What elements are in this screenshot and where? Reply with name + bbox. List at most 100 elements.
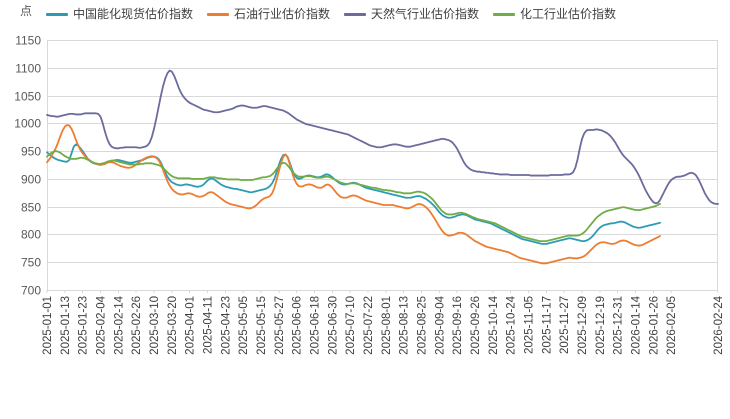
y-axis-tick-label: 900: [21, 173, 41, 187]
x-axis-tick-group: 2026-01-14: [631, 295, 643, 354]
x-axis-tick-group: 2025-02-26: [131, 296, 143, 355]
x-axis-tick-label: 2025-04-23: [220, 296, 232, 355]
x-axis-tick-label: 2025-06-30: [327, 296, 339, 355]
x-axis-tick-label: 2025-11-05: [524, 296, 536, 354]
y-axis-tick-label: 1050: [14, 90, 41, 104]
x-axis-tick-label: 2025-05-15: [256, 296, 268, 355]
x-axis-tick-label: 2025-10-14: [488, 295, 500, 354]
x-axis-tick-group: 2025-07-10: [345, 296, 357, 355]
legend-item-1[interactable]: 中国能化现货估价指数: [46, 7, 193, 21]
y-axis-unit-label: 点: [20, 4, 33, 18]
x-axis-tick-group: 2025-08-01: [381, 296, 393, 355]
legend-line-swatch-icon: [344, 12, 367, 16]
x-axis-tick-label: 2025-01-23: [78, 296, 90, 355]
y-axis-tick-label: 1000: [14, 117, 41, 131]
y-axis-tick-label: 1100: [15, 62, 41, 76]
chart-legend: 中国能化现货估价指数 石油行业估价指数 天然气行业估价指数 化工行业估价指数: [46, 4, 616, 24]
x-axis-tick-label: 2025-06-18: [310, 296, 322, 355]
y-axis-tick-label: 800: [21, 228, 41, 242]
x-axis-tick-label: 2025-07-22: [363, 296, 375, 355]
x-axis-tick-label: 2025-08-01: [381, 296, 393, 355]
x-axis-tick-label: 2025-12-31: [613, 296, 625, 355]
x-axis-tick-label: 2025-07-10: [345, 296, 357, 355]
x-axis-tick-group: 2026-02-05: [666, 296, 678, 355]
x-axis-tick-group: 2025-12-31: [613, 296, 625, 355]
x-axis-tick-group: 2025-11-17: [541, 296, 553, 354]
x-axis-tick-label: 2025-02-26: [131, 296, 143, 355]
x-axis-tick-group: 2025-01-01: [42, 296, 54, 355]
x-axis-tick-label: 2025-05-05: [238, 296, 250, 355]
legend-item-label: 化工行业估价指数: [520, 7, 617, 21]
x-axis-tick-group: 2025-10-24: [506, 295, 518, 354]
legend-line-swatch-icon: [207, 12, 230, 16]
x-axis-tick-label: 2026-01-14: [631, 295, 643, 354]
x-axis-tick-label: 2025-09-04: [434, 295, 446, 354]
series-line-3: [46, 69, 719, 205]
legend-line-swatch-icon: [46, 12, 68, 16]
x-axis-tick-group: 2025-09-16: [452, 296, 464, 355]
x-axis-tick-label: 2025-04-11: [203, 296, 215, 354]
y-axis-tick-label: 850: [21, 201, 41, 215]
x-axis-tick-group: 2025-08-13: [399, 296, 411, 355]
x-axis-tick-label: 2025-04-01: [185, 296, 197, 355]
x-axis-tick-group: 2025-05-05: [238, 296, 250, 355]
legend-line-swatch-icon: [493, 12, 516, 16]
x-axis-tick-label: 2025-06-06: [292, 296, 304, 355]
x-axis-tick-group: 2025-05-15: [256, 296, 268, 355]
x-axis-tick-group: 2025-01-13: [60, 296, 72, 355]
x-axis-tick-group: 2025-03-10: [149, 296, 161, 355]
x-axis-tick-label: 2025-11-27: [559, 296, 571, 354]
series-line-1: [46, 143, 661, 245]
x-axis-tick-label: 2025-05-27: [274, 296, 286, 355]
legend-item-label: 天然气行业估价指数: [371, 7, 480, 21]
legend-item-3[interactable]: 天然气行业估价指数: [344, 7, 479, 21]
x-axis-tick-label: 2026-01-26: [648, 296, 660, 355]
x-axis-tick-group: 2025-10-14: [488, 295, 500, 354]
x-axis-tick-label: 2025-11-17: [541, 296, 553, 354]
x-axis-tick-group: 2025-08-25: [417, 296, 429, 355]
x-axis-tick-group: 2025-06-18: [310, 296, 322, 355]
legend-item-label: 石油行业估价指数: [234, 7, 331, 21]
y-axis-tick-label: 700: [21, 284, 41, 298]
x-axis-tick-label: 2025-09-26: [470, 296, 482, 355]
x-axis-tick-label: 2026-02-05: [666, 296, 678, 355]
x-axis-tick-group: 2025-12-09: [577, 296, 589, 355]
x-axis-tick-group: 2025-03-20: [167, 296, 179, 355]
x-axis-tick-label: 2025-08-25: [417, 296, 429, 355]
x-axis-tick-group: 2025-02-14: [113, 295, 125, 354]
x-axis-tick-group: 2025-01-23: [78, 296, 90, 355]
x-axis-tick-label: 2025-12-19: [595, 296, 607, 355]
x-axis-tick-group: 2025-06-30: [327, 296, 339, 355]
x-axis-tick-label: 2025-02-04: [96, 295, 108, 354]
x-axis-tick-label: 2025-02-14: [113, 295, 125, 354]
x-axis-tick-group: 2025-09-04: [434, 295, 446, 354]
x-axis-tick-group: 2025-07-22: [363, 296, 375, 355]
legend-item-4[interactable]: 化工行业估价指数: [493, 7, 616, 21]
x-axis-tick-group: 2025-12-19: [595, 296, 607, 355]
x-axis-tick-group: 2025-04-01: [185, 296, 197, 355]
x-axis-tick-group: 2025-04-11: [203, 296, 215, 354]
x-axis-tick-group: 2025-05-27: [274, 296, 286, 355]
series-line-4: [46, 150, 661, 243]
series-line-2: [46, 124, 661, 265]
legend-item-label: 中国能化现货估价指数: [73, 7, 194, 21]
x-axis-tick-label: 2025-03-10: [149, 296, 161, 355]
x-axis-tick-label: 2025-10-24: [506, 295, 518, 354]
x-axis-tick-label: 2025-03-20: [167, 296, 179, 355]
x-axis-tick-label: 2025-01-13: [60, 296, 72, 355]
y-axis-tick-label: 750: [21, 256, 41, 270]
x-axis-tick-group: 2025-04-23: [220, 296, 232, 355]
x-axis-tick-label: 2026-02-24: [713, 295, 725, 354]
x-axis-tick-group: 2025-06-06: [292, 296, 304, 355]
x-axis-tick-group: 2026-02-24: [713, 295, 725, 354]
legend-item-2[interactable]: 石油行业估价指数: [207, 7, 330, 21]
x-axis-tick-group: 2025-09-26: [470, 296, 482, 355]
x-axis-tick-group: 2025-11-27: [559, 296, 571, 354]
x-axis-tick-label: 2025-01-01: [42, 296, 54, 355]
x-axis-tick-group: 2025-11-05: [524, 296, 536, 354]
x-axis-tick-label: 2025-12-09: [577, 296, 589, 355]
x-axis-tick-group: 2026-01-26: [648, 296, 660, 355]
